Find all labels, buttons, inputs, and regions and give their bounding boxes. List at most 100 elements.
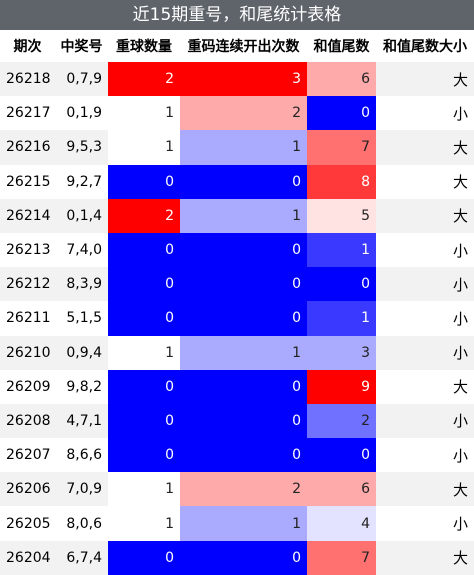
cell: 0 xyxy=(108,267,180,302)
cell: 0 xyxy=(108,540,180,575)
cell: 1 xyxy=(108,96,180,131)
cell: 1 xyxy=(108,130,180,165)
header-row: 期次 中奖号 重球数量 重码连续开出次数 和值尾数 和值尾数大小 xyxy=(0,30,474,62)
cell: 0 xyxy=(108,301,180,336)
header-cell: 期次 xyxy=(13,39,42,55)
cell: 1 xyxy=(307,301,376,336)
data-row: 26208 4,7,1 0 0 2 小 xyxy=(0,403,474,439)
data-row: 26214 0,1,4 2 1 5 大 xyxy=(0,198,474,233)
cell: 0 xyxy=(108,164,180,199)
cell: 大 xyxy=(452,173,468,192)
cell: 5 xyxy=(307,198,376,233)
header-cell: 重球数量 xyxy=(116,39,172,55)
cell: 2 xyxy=(108,198,180,233)
data-row: 26211 5,1,5 0 0 1 小 xyxy=(0,301,474,336)
cell: 9 xyxy=(307,369,376,404)
cell: 26215 xyxy=(6,173,51,190)
header-cell: 和值尾数大小 xyxy=(383,39,467,55)
cell: 7 xyxy=(307,540,376,575)
cell: 3 xyxy=(180,62,307,97)
cell: 1 xyxy=(180,198,307,233)
stats-table: 期次 中奖号 重球数量 重码连续开出次数 和值尾数 和值尾数大小 26218 0,7,9 2 3… xyxy=(0,30,474,575)
cell: 2 xyxy=(108,62,180,97)
data-row: 26210 0,9,4 1 1 3 小 xyxy=(0,335,474,370)
cell: 7 xyxy=(307,130,376,165)
cell: 8,6,6 xyxy=(66,447,102,464)
cell: 0 xyxy=(108,232,180,268)
header-cell: 重码连续开出次数 xyxy=(187,39,300,55)
data-row: 26207 8,6,6 0 0 0 小 xyxy=(0,438,474,473)
cell: 0 xyxy=(108,403,180,439)
cell: 5,1,5 xyxy=(66,310,102,327)
cell: 3 xyxy=(307,335,376,370)
cell: 1 xyxy=(307,232,376,268)
cell: 2 xyxy=(307,403,376,439)
data-row: 26204 6,7,4 0 0 7 大 xyxy=(0,540,474,575)
cell: 8 xyxy=(307,164,376,199)
cell: 大 xyxy=(376,472,474,507)
cell: 26210 xyxy=(0,335,55,370)
data-row: 26215 9,2,7 0 0 8 大 xyxy=(0,164,474,199)
cell: 2 xyxy=(180,472,307,507)
cell: 0 xyxy=(180,369,307,404)
cell: 0 xyxy=(180,301,307,336)
cell: 0,9,4 xyxy=(55,335,108,370)
data-row: 26216 9,5,3 1 1 7 大 xyxy=(0,130,474,165)
cell: 0,7,9 xyxy=(55,62,108,97)
data-row: 26205 8,0,6 1 1 4 小 xyxy=(0,506,474,541)
cell: 9,2,7 xyxy=(66,173,102,190)
data-row: 26217 0,1,9 1 2 0 小 xyxy=(0,96,474,131)
cell: 1 xyxy=(108,335,180,370)
cell: 8,3,9 xyxy=(55,267,108,302)
cell: 7,0,9 xyxy=(55,472,108,507)
cell: 1 xyxy=(180,130,307,165)
cell: 1 xyxy=(108,472,180,507)
cell: 4 xyxy=(307,506,376,541)
cell: 26214 xyxy=(0,198,55,233)
title: 近15期重号，和尾统计表格 xyxy=(0,0,474,30)
data-row: 26218 0,7,9 2 3 6 大 xyxy=(0,62,474,97)
cell: 小 xyxy=(376,335,474,370)
cell: 4,7,1 xyxy=(55,403,108,439)
cell: 6 xyxy=(307,472,376,507)
cell: 小 xyxy=(452,515,468,534)
cell: 小 xyxy=(376,403,474,439)
cell: 1 xyxy=(180,335,307,370)
cell: 0 xyxy=(180,540,307,575)
cell: 2 xyxy=(180,96,307,131)
cell: 0 xyxy=(307,267,376,302)
cell: 0 xyxy=(307,96,376,131)
cell: 26216 xyxy=(0,130,55,165)
cell: 大 xyxy=(376,62,474,97)
cell: 26205 xyxy=(6,515,51,532)
cell: 26207 xyxy=(6,447,51,464)
data-row: 26213 7,4,0 0 0 1 小 xyxy=(0,232,474,268)
cell: 7,4,0 xyxy=(66,242,102,259)
cell: 26212 xyxy=(0,267,55,302)
cell: 0 xyxy=(180,403,307,439)
cell: 小 xyxy=(452,309,468,328)
data-row: 26209 9,8,2 0 0 9 大 xyxy=(0,369,474,404)
cell: 小 xyxy=(376,267,474,302)
header-cell: 中奖号 xyxy=(60,39,103,55)
cell: 0,1,9 xyxy=(66,105,102,122)
cell: 26206 xyxy=(0,472,55,507)
cell: 0 xyxy=(180,232,307,268)
cell: 0 xyxy=(180,164,307,199)
cell: 6 xyxy=(307,62,376,97)
header-cell: 和值尾数 xyxy=(313,39,370,55)
cell: 小 xyxy=(452,446,468,465)
cell: 26213 xyxy=(6,242,51,259)
cell: 26208 xyxy=(0,403,55,439)
cell: 26211 xyxy=(6,310,51,327)
cell: 26217 xyxy=(6,105,51,122)
cell: 大 xyxy=(376,198,474,233)
cell: 大 xyxy=(452,378,468,397)
cell: 1 xyxy=(180,506,307,541)
cell: 6,7,4 xyxy=(55,540,108,575)
cell: 9,5,3 xyxy=(55,130,108,165)
cell: 小 xyxy=(452,241,468,260)
cell: 小 xyxy=(452,104,468,123)
table-body: 26218 0,7,9 2 3 6 大 26217 0,1,9 1 2 0 小 26216 9,5,3 1 1… xyxy=(0,62,474,575)
